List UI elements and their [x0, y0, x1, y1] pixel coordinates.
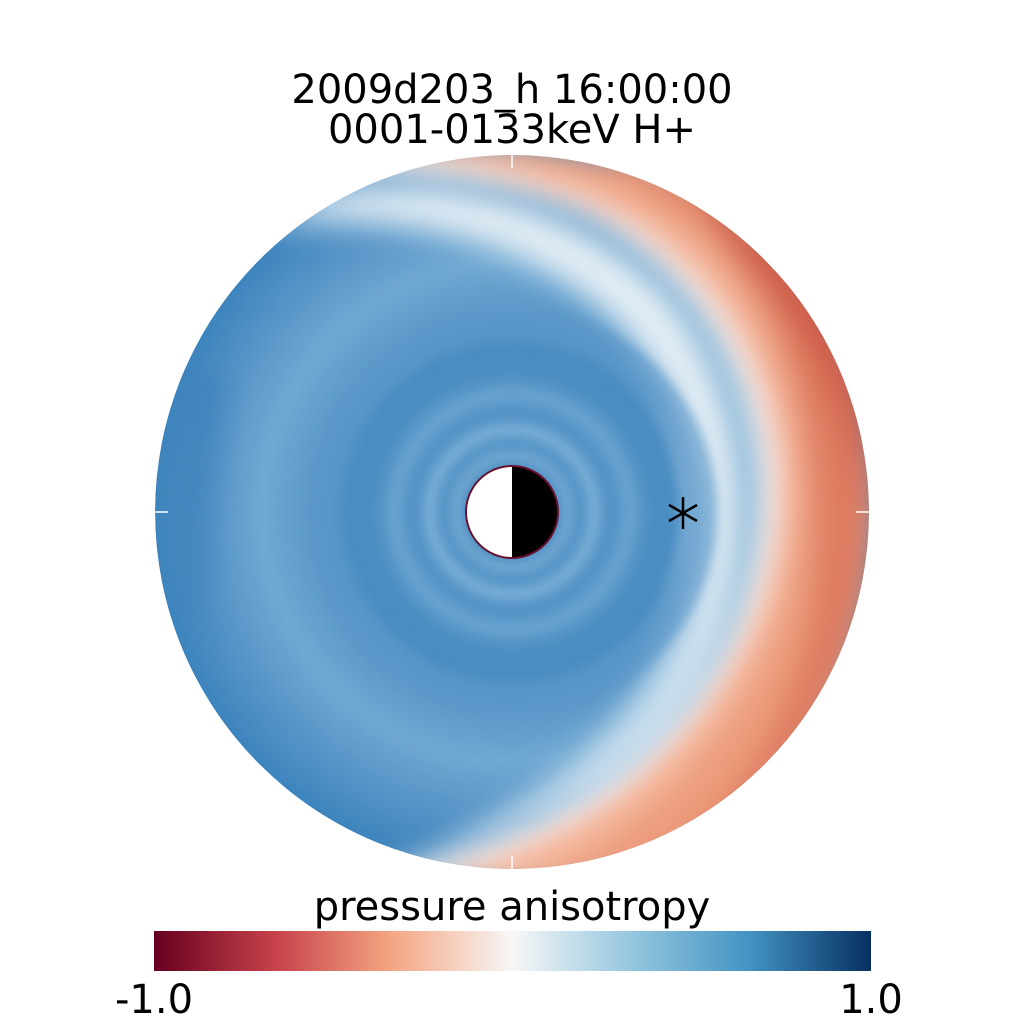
- planet-icon: [465, 465, 559, 559]
- boundary-ticks: [155, 155, 869, 869]
- chart-title-line1: 2009d203_h 16:00:00: [291, 67, 732, 113]
- colorbar-label: pressure anisotropy: [314, 884, 711, 930]
- chart-title-line2: 0001-0133keV H+: [328, 107, 696, 153]
- inner-rings: [307, 307, 717, 717]
- colorbar-max-label: 1.0: [839, 977, 903, 1023]
- colorbar: [154, 931, 871, 971]
- asterisk-marker: [668, 497, 698, 529]
- colorbar-min-label: -1.0: [115, 977, 193, 1023]
- left-outer-region: [175, 360, 230, 650]
